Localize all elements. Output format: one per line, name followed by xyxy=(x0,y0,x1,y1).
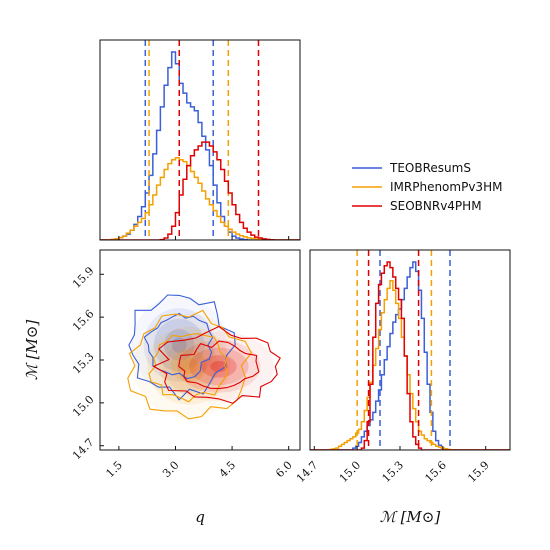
x-tick-label-chirp-mass-4: 15.9 xyxy=(465,459,492,486)
joint-plot-area xyxy=(127,294,281,420)
histogram-chirp-mass-teobresums xyxy=(310,261,510,450)
x-tick-label-chirp-mass-2: 15.3 xyxy=(380,459,407,486)
chirp-mass-marginal-plot-area xyxy=(310,250,510,450)
legend: TEOBResumS IMRPhenomPv3HM SEOBNRv4PHM xyxy=(352,161,502,213)
joint-frame xyxy=(99,249,301,451)
x-tick-label-q-1: 3.0 xyxy=(160,459,182,481)
density-teobresums-0 xyxy=(131,296,227,394)
y-tick-label-chirp-mass-1: 15.0 xyxy=(70,393,97,420)
density-imrphenompv3hm-4 xyxy=(179,357,198,374)
contour-imrphenompv3hm-0 xyxy=(127,309,253,420)
q-marginal-plot-area xyxy=(100,40,300,240)
x-axis-label-chirp-mass: ℳ [M⊙] xyxy=(380,508,441,526)
q-marginal-frame xyxy=(99,39,301,241)
contour-seobnrv4phm-0 xyxy=(152,325,281,404)
histogram-q-imrphenompv3hm xyxy=(100,157,300,240)
density-imrphenompv3hm-2 xyxy=(158,337,219,394)
histogram-q-seobnrv4phm xyxy=(100,141,300,240)
x-tick-label-q-3: 6.0 xyxy=(273,459,295,481)
y-tick-label-chirp-mass-2: 15.3 xyxy=(70,350,97,377)
legend-label-teobresums: TEOBResumS xyxy=(389,161,471,175)
contour-seobnrv4phm-1 xyxy=(178,340,260,390)
density-teobresums-2 xyxy=(153,318,205,372)
density-seobnrv4phm-1 xyxy=(177,340,261,393)
x-tick-label-q-2: 4.5 xyxy=(217,459,239,481)
density-seobnrv4phm-4 xyxy=(210,360,228,372)
contour-teobresums-0 xyxy=(128,294,236,401)
histogram-chirp-mass-seobnrv4phm xyxy=(310,261,510,450)
density-seobnrv4phm-2 xyxy=(189,347,249,386)
x-axis-label-q: q xyxy=(195,508,205,526)
y-tick-label-chirp-mass-0: 14.7 xyxy=(70,436,97,463)
chirp-mass-marginal-frame xyxy=(309,249,511,451)
x-tick-label-chirp-mass-1: 15.0 xyxy=(337,459,364,486)
legend-label-imrphenompv3hm: IMRPhenomPv3HM xyxy=(390,180,502,194)
y-tick-label-chirp-mass-4: 15.9 xyxy=(70,264,97,291)
x-tick-label-q-0: 1.5 xyxy=(103,459,125,481)
contour-teobresums-1 xyxy=(143,312,214,380)
density-seobnrv4phm-0 xyxy=(163,331,275,402)
histogram-chirp-mass-imrphenompv3hm xyxy=(310,280,510,450)
x-tick-label-chirp-mass-0: 14.7 xyxy=(294,459,321,486)
y-tick-label-chirp-mass-3: 15.6 xyxy=(70,307,97,334)
chirp-mass-marginal-panel: 14.7 15.0 15.3 15.6 15.9 xyxy=(294,249,511,486)
legend-label-seobnrv4phm: SEOBNRv4PHM xyxy=(390,199,482,213)
q-marginal-panel xyxy=(99,39,301,241)
x-tick-label-chirp-mass-3: 15.6 xyxy=(422,459,449,486)
density-seobnrv4phm-3 xyxy=(201,355,237,378)
joint-posterior-panel: 1.5 3.0 4.5 6.0 14.7 15.0 15.3 15.6 15.9 xyxy=(70,249,301,481)
y-axis-label-chirp-mass: ℳ [M⊙] xyxy=(23,320,41,381)
